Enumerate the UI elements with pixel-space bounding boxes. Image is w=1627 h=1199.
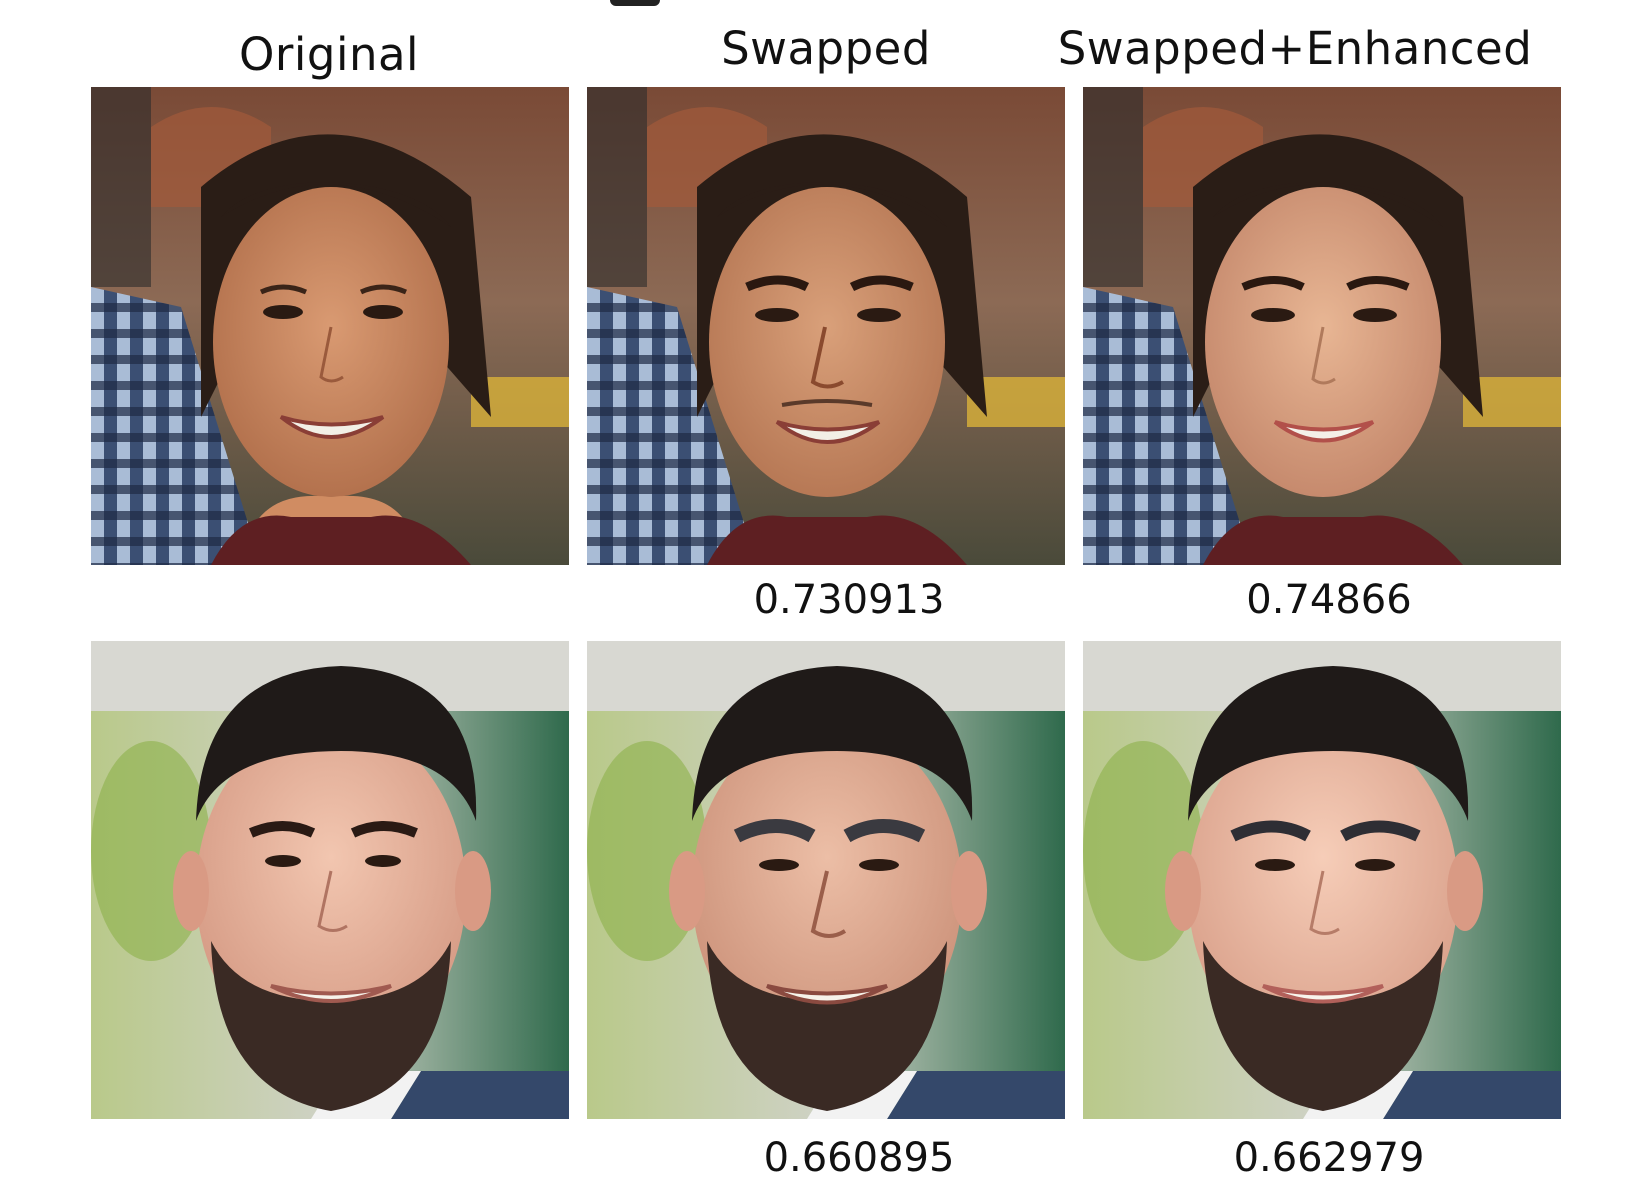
image-row2-swapped: [587, 641, 1065, 1119]
image-row1-enhanced: [1083, 87, 1561, 565]
man-face-original: [91, 641, 569, 1119]
image-row1-swapped: [587, 87, 1065, 565]
score-row1-swapped: 0.730913: [753, 577, 945, 623]
header-swapped: Swapped: [721, 22, 931, 75]
woman-face-swapped: [587, 87, 1065, 565]
man-face-swapped: [587, 641, 1065, 1119]
image-row2-original: [91, 641, 569, 1119]
man-face-enhanced: [1083, 641, 1561, 1119]
cropped-text-fragment: [610, 0, 660, 6]
score-row1-enhanced: 0.74866: [1246, 577, 1412, 623]
image-row2-enhanced: [1083, 641, 1561, 1119]
header-swapped-enhanced: Swapped+Enhanced: [1057, 22, 1533, 75]
woman-face-original: [91, 87, 569, 565]
score-row2-enhanced: 0.662979: [1233, 1135, 1425, 1181]
header-original: Original: [238, 28, 420, 81]
image-row1-original: [91, 87, 569, 565]
woman-face-enhanced: [1083, 87, 1561, 565]
score-row2-swapped: 0.660895: [763, 1135, 955, 1181]
